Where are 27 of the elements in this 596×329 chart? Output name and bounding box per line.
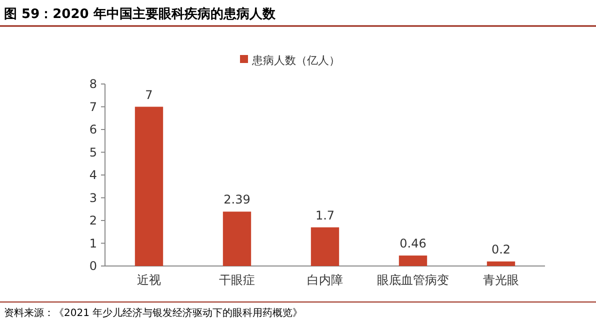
x-tick-label: 近视 bbox=[137, 273, 161, 287]
y-tick-label: 1 bbox=[89, 236, 97, 250]
x-tick-label: 眼底血管病变 bbox=[377, 273, 449, 287]
y-tick-label: 3 bbox=[89, 190, 97, 205]
text: 资料来源：《2021 年少儿经济与银发经济驱动下的眼科用药概览》 bbox=[4, 307, 303, 319]
bar bbox=[222, 212, 252, 266]
x-tick-label: 青光眼 bbox=[483, 273, 519, 287]
x-tick-label: 白内障 bbox=[307, 273, 343, 287]
bar bbox=[134, 106, 164, 266]
chart-title: 图 59：2020 年中国主要眼科疾病的患病人数 bbox=[4, 6, 276, 22]
y-tick-label: 6 bbox=[89, 122, 97, 137]
y-tick-label: 5 bbox=[89, 145, 97, 160]
x-tick-label: 干眼症 bbox=[219, 273, 255, 287]
bar bbox=[486, 261, 516, 266]
bar bbox=[310, 227, 340, 266]
y-tick-label: 2 bbox=[89, 214, 97, 228]
data-label: 0.2 bbox=[491, 242, 511, 256]
y-tick-label: 7 bbox=[89, 100, 97, 114]
data-label: 1.7 bbox=[315, 208, 335, 222]
data-label: 2.39 bbox=[224, 192, 250, 207]
y-tick-label: 0 bbox=[89, 259, 97, 274]
data-label: 7 bbox=[145, 88, 153, 102]
y-tick-label: 8 bbox=[89, 77, 97, 92]
y-tick-label: 4 bbox=[89, 168, 97, 182]
bar bbox=[398, 256, 428, 266]
data-label: 0.46 bbox=[400, 236, 426, 251]
legend-label: 患病人数（亿人） bbox=[251, 54, 340, 67]
